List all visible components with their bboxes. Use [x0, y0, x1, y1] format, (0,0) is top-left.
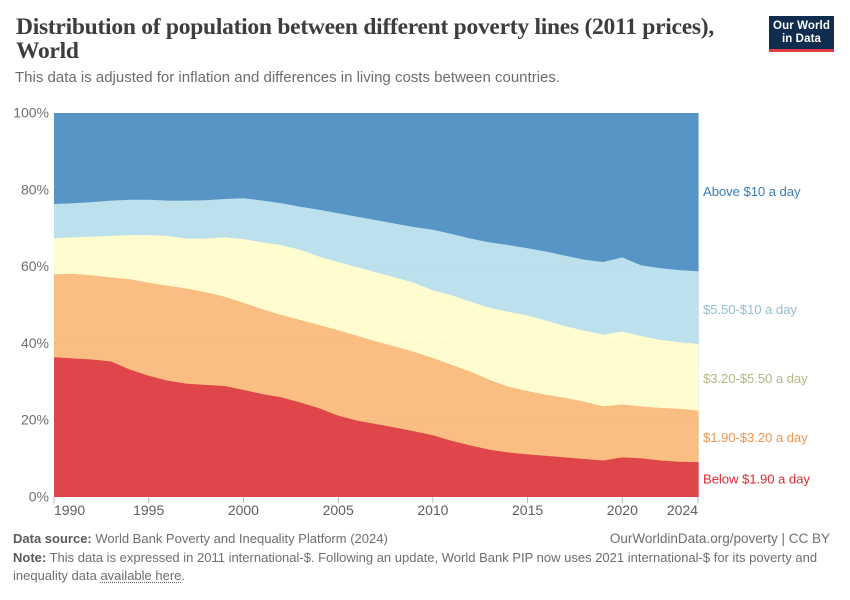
svg-text:2024: 2024 [667, 502, 698, 518]
svg-text:Above $10 a day: Above $10 a day [703, 184, 801, 199]
svg-text:60%: 60% [21, 258, 49, 274]
svg-text:$5.50-$10 a day: $5.50-$10 a day [703, 302, 797, 317]
svg-text:40%: 40% [21, 335, 49, 351]
svg-text:2015: 2015 [512, 502, 543, 518]
svg-text:80%: 80% [21, 181, 49, 197]
svg-text:20%: 20% [21, 412, 49, 428]
svg-text:2005: 2005 [323, 502, 354, 518]
svg-text:1990: 1990 [54, 502, 85, 518]
svg-text:0%: 0% [29, 489, 49, 505]
svg-text:2000: 2000 [228, 502, 259, 518]
svg-text:$1.90-$3.20 a day: $1.90-$3.20 a day [703, 430, 808, 445]
svg-text:$3.20-$5.50 a day: $3.20-$5.50 a day [703, 371, 808, 386]
svg-text:Below $1.90 a day: Below $1.90 a day [703, 472, 810, 487]
svg-text:2010: 2010 [417, 502, 448, 518]
svg-text:2020: 2020 [607, 502, 638, 518]
svg-text:100%: 100% [13, 105, 49, 121]
svg-text:1995: 1995 [133, 502, 164, 518]
